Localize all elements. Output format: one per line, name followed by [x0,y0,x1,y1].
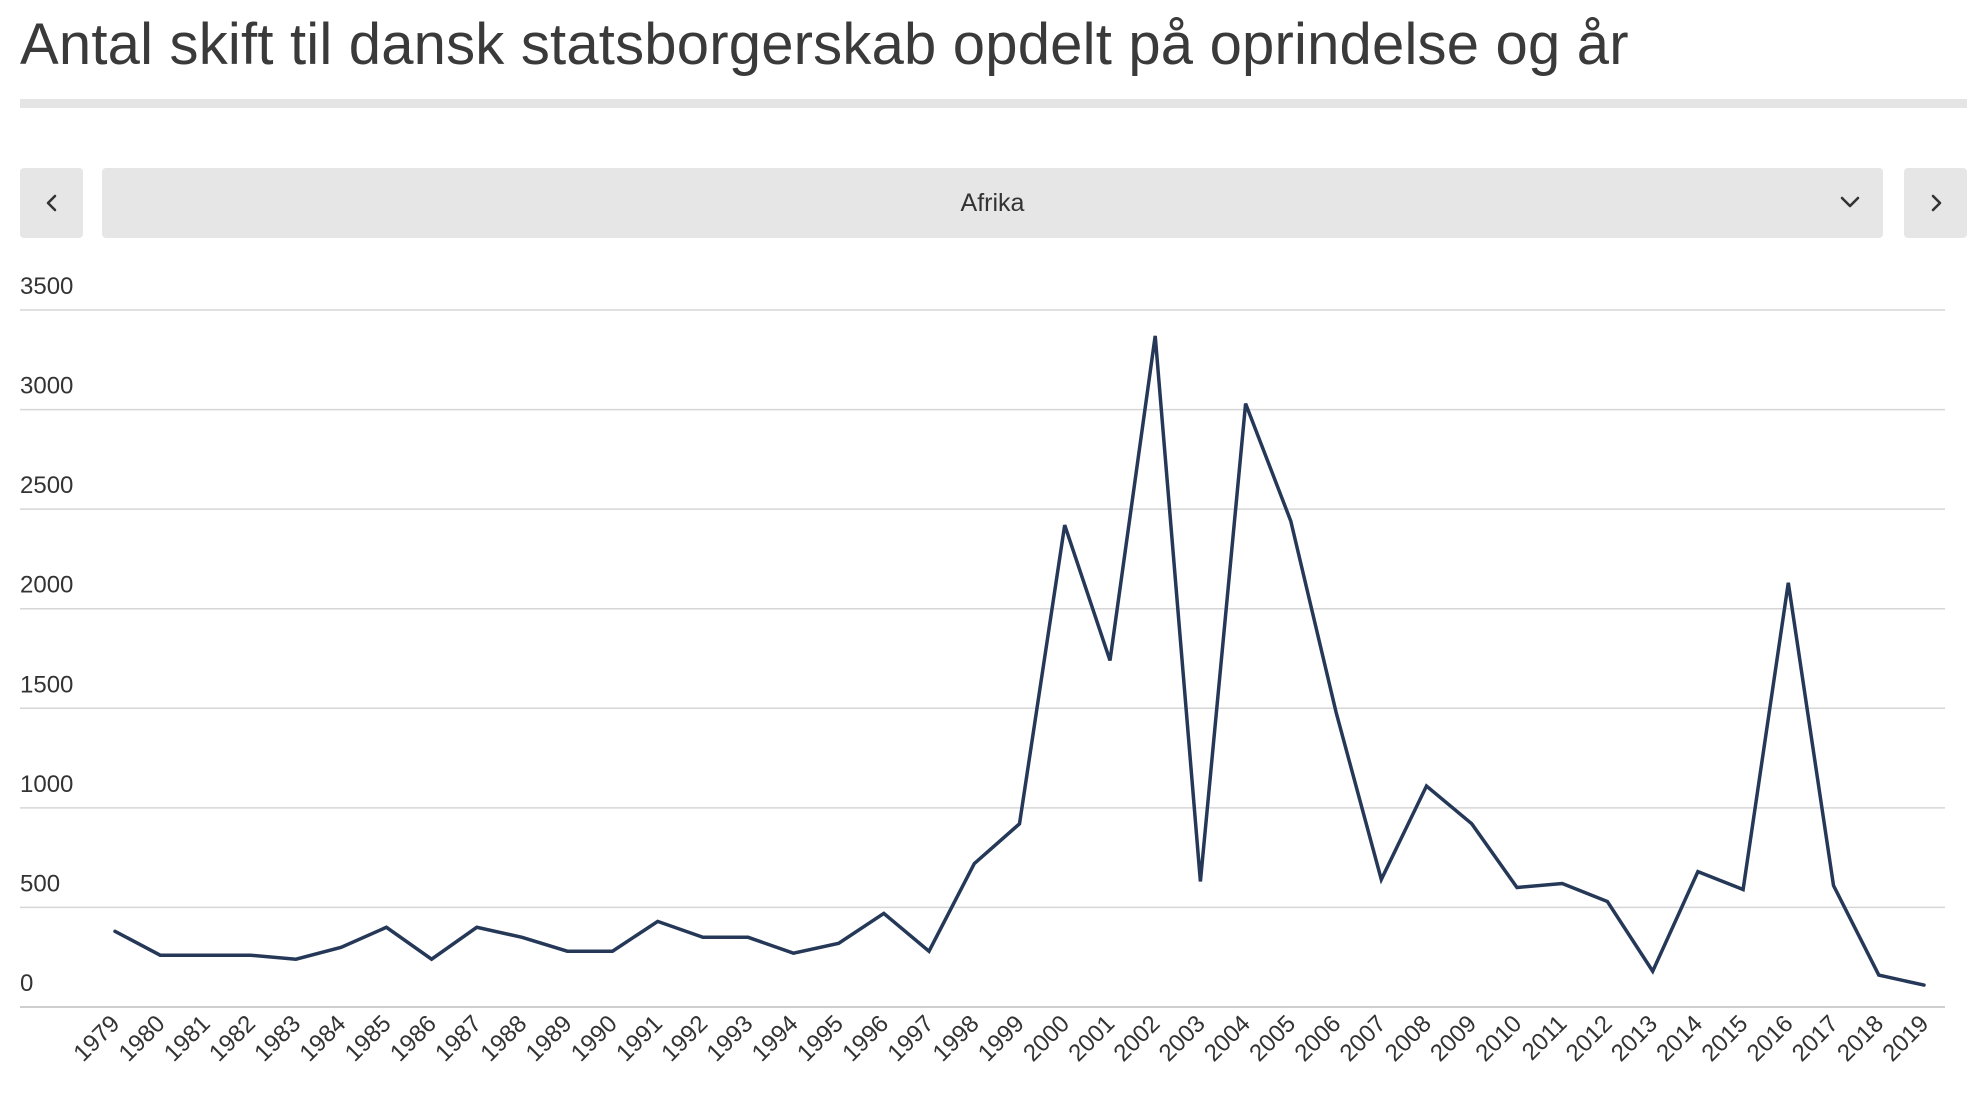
x-tick-label: 1979 [68,1010,125,1067]
x-tick-label: 1995 [792,1010,849,1067]
x-tick-label: 2014 [1651,1010,1708,1067]
y-tick-label: 1500 [20,671,73,698]
y-tick-label: 2500 [20,472,73,499]
y-tick-label: 2000 [20,572,73,599]
y-tick-label: 3500 [20,273,73,300]
y-tick-label: 1000 [20,771,73,798]
page-title: Antal skift til dansk statsborgerskab op… [20,12,1629,77]
chevron-down-icon [1840,196,1860,208]
x-tick-label: 2012 [1561,1010,1618,1067]
x-tick-label: 1986 [385,1010,442,1067]
chevron-left-icon [46,194,56,212]
y-tick-label: 500 [20,870,60,897]
previous-button[interactable] [20,168,83,238]
x-tick-label: 1999 [973,1010,1030,1067]
next-button[interactable] [1904,168,1967,238]
x-tick-label: 1993 [702,1010,759,1067]
title-divider [20,99,1967,108]
x-tick-label: 1983 [249,1010,306,1067]
x-tick-label: 2013 [1606,1010,1663,1067]
x-tick-label: 1985 [340,1010,397,1067]
x-tick-label: 1990 [566,1010,623,1067]
x-tick-label: 1982 [204,1010,261,1067]
x-tick-label: 1980 [114,1010,171,1067]
x-tick-label: 2011 [1517,1010,1573,1066]
x-tick-label: 2007 [1335,1010,1392,1067]
x-tick-label: 1981 [159,1010,216,1067]
x-tick-label: 2000 [1018,1010,1075,1067]
x-tick-label: 2015 [1696,1010,1753,1067]
x-tick-label: 2010 [1470,1010,1527,1067]
y-tick-label: 0 [20,970,33,997]
x-tick-label: 1998 [928,1010,985,1067]
x-tick-label: 1996 [837,1010,894,1067]
x-tick-label: 2006 [1289,1010,1346,1067]
x-tick-label: 1997 [882,1010,939,1067]
x-tick-label: 1988 [475,1010,532,1067]
x-tick-label: 2018 [1832,1010,1889,1067]
x-tick-label: 2003 [1154,1010,1211,1067]
x-tick-label: 2004 [1199,1010,1256,1067]
region-select-value: Afrika [960,189,1025,217]
x-tick-label: 2001 [1063,1010,1120,1067]
x-tick-label: 1987 [430,1010,487,1067]
chevron-right-icon [1931,194,1941,212]
x-tick-label: 2005 [1244,1010,1301,1067]
x-tick-label: 2008 [1380,1010,1437,1067]
x-tick-label: 2017 [1787,1010,1844,1067]
x-tick-label: 1984 [295,1010,352,1067]
x-tick-label: 2002 [1109,1010,1166,1067]
series-line [113,335,1926,987]
line-chart: 0 500 1000 1500 2000 2500 3000 3500 197919801981… [20,273,1945,1067]
region-select[interactable]: Afrika [102,168,1883,238]
y-tick-label: 3000 [20,373,73,400]
x-tick-label: 2019 [1877,1010,1934,1067]
x-tick-label: 1991 [611,1010,668,1067]
x-tick-label: 2016 [1742,1010,1799,1067]
x-tick-label: 1989 [521,1010,578,1067]
x-tick-label: 1994 [747,1010,804,1067]
x-tick-label: 2009 [1425,1010,1482,1067]
x-tick-label: 1992 [656,1010,713,1067]
